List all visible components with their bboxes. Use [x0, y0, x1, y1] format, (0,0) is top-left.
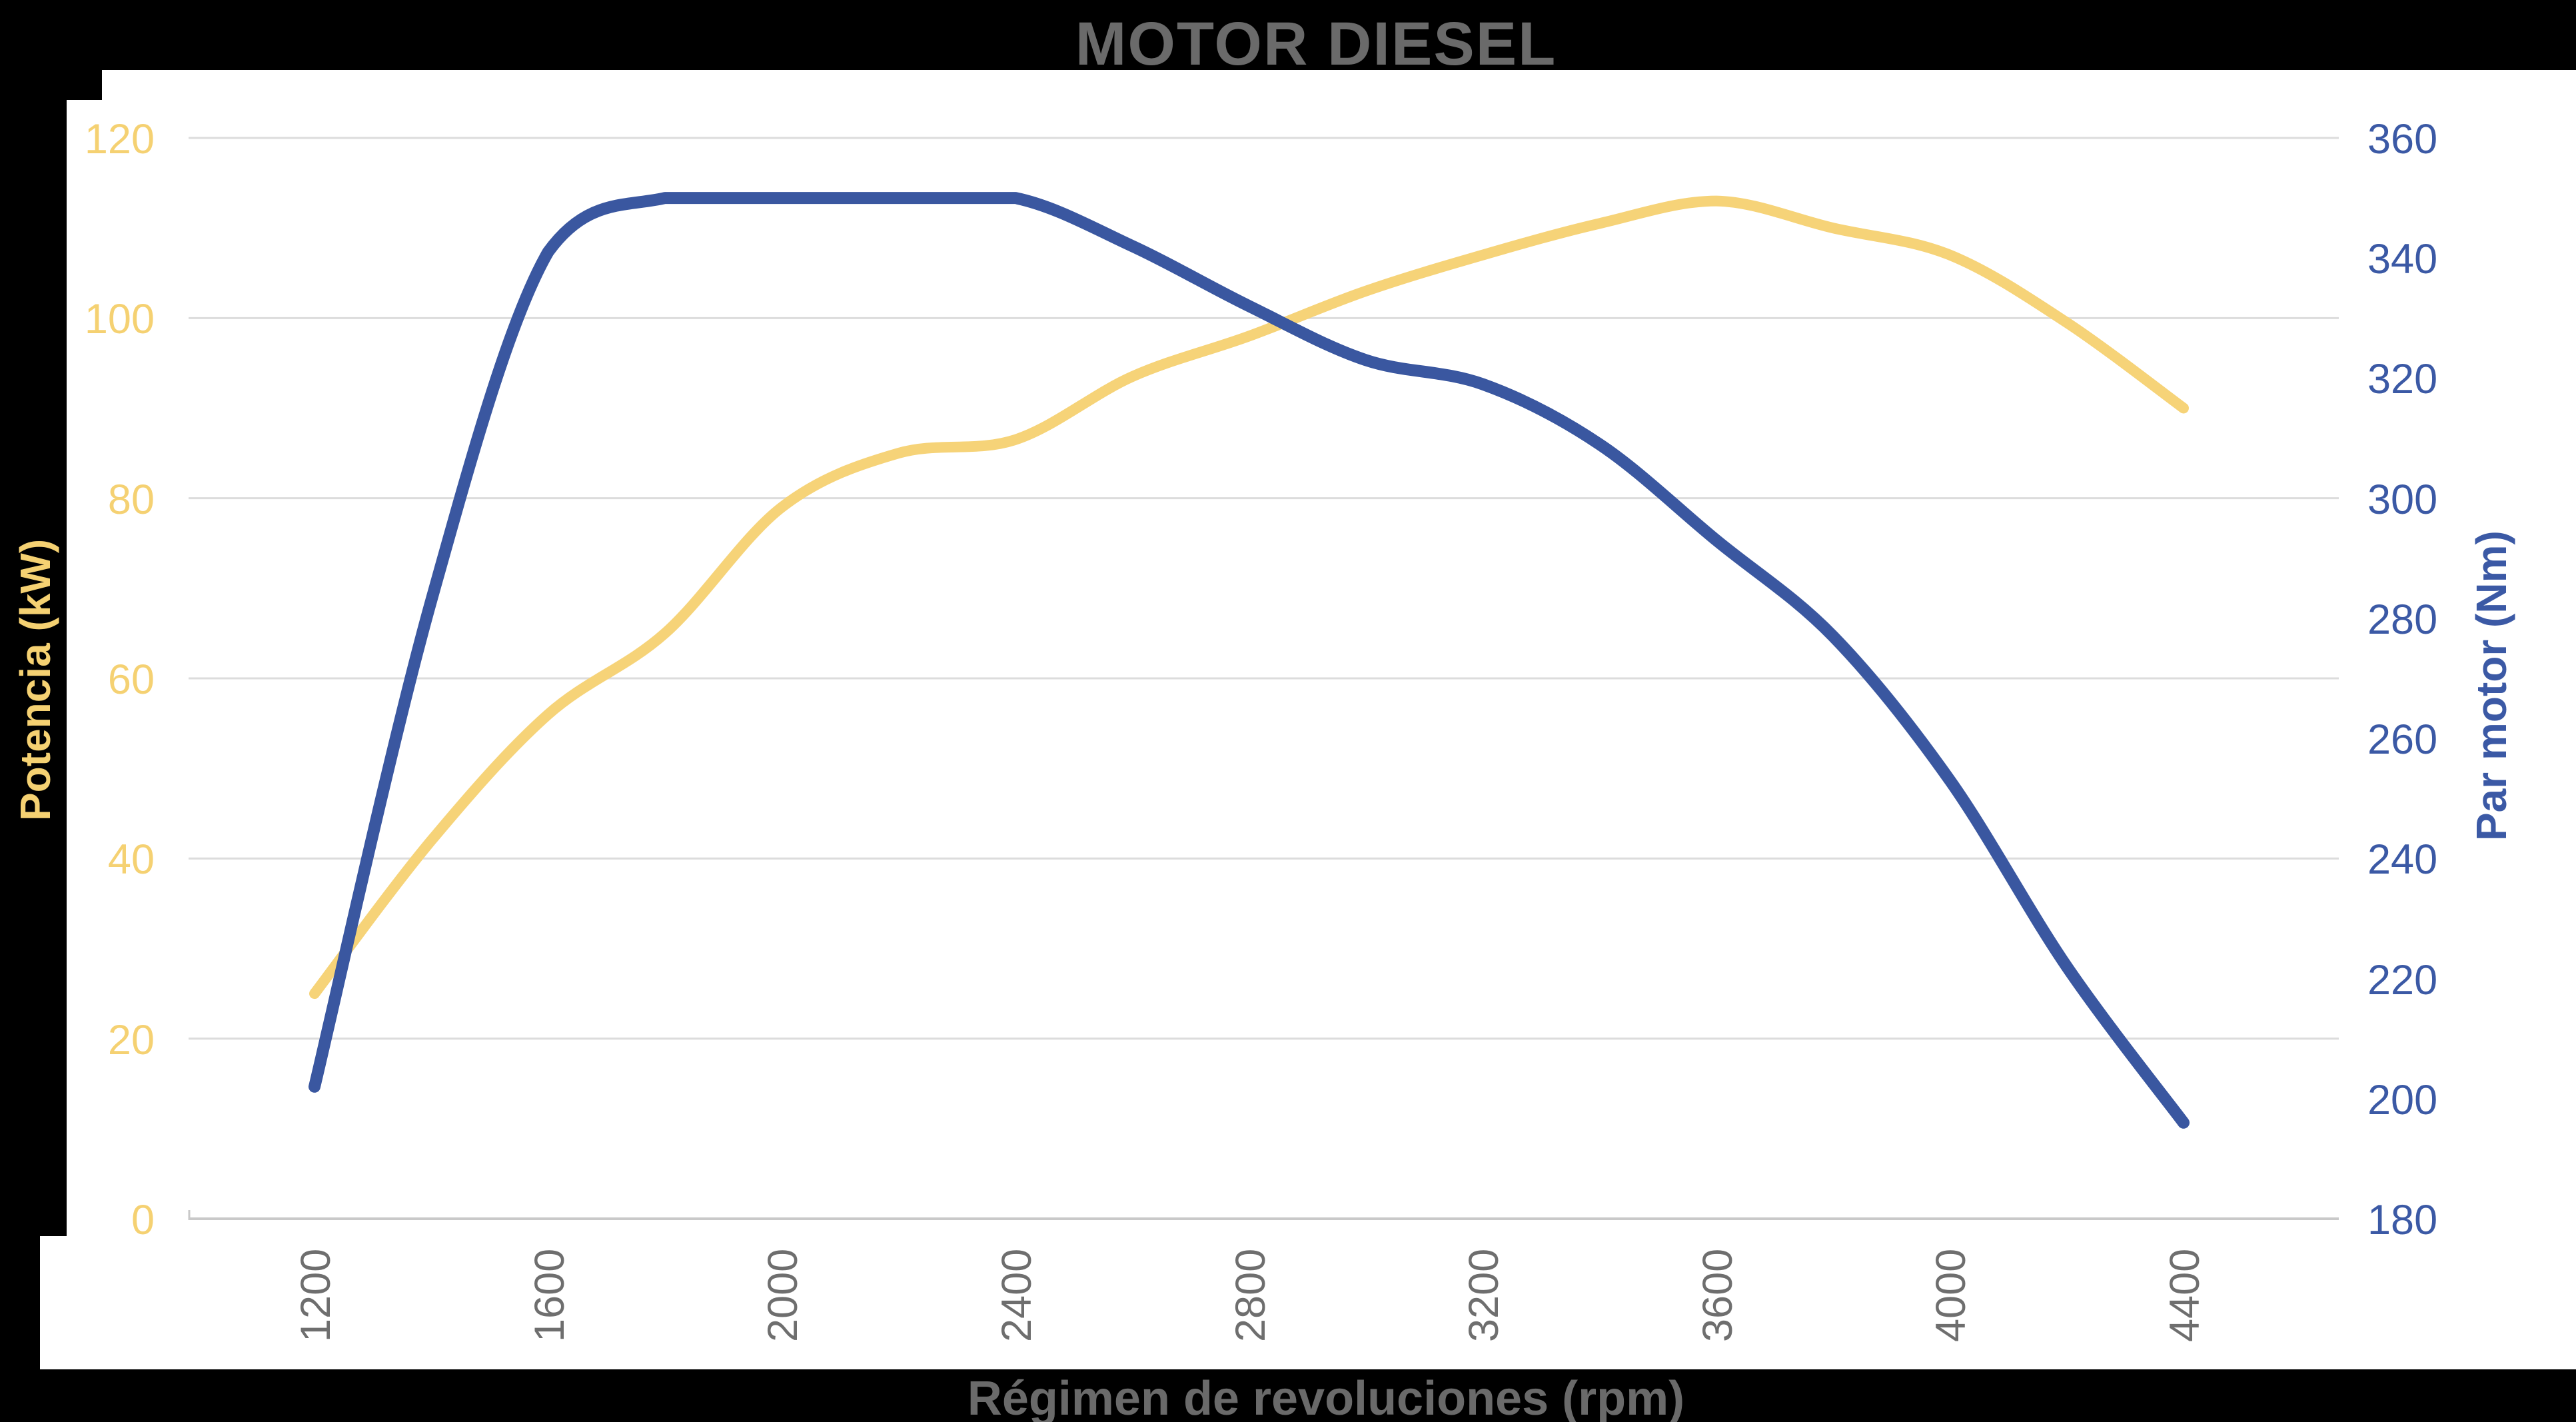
y-right-tick: 180 — [2367, 1197, 2438, 1243]
y-left-tick: 80 — [107, 476, 155, 523]
y-right-tick: 360 — [2367, 116, 2438, 163]
y-right-tick: 220 — [2367, 956, 2438, 1004]
panel-corner-notch — [67, 70, 102, 100]
power-curve — [309, 195, 2189, 1000]
y-right-tick: 340 — [2367, 236, 2438, 283]
y-left-tick: 60 — [107, 656, 155, 703]
y-left-tick: 0 — [131, 1197, 155, 1236]
y-left-tick: 120 — [84, 116, 155, 163]
y-right-tick: 240 — [2367, 836, 2438, 884]
torque-curve — [309, 192, 2190, 1129]
chart-plot-panel: 120 100 80 60 40 20 0 — [67, 70, 2576, 1236]
y-right-tick: 200 — [2367, 1076, 2438, 1123]
y-right-tick: 320 — [2367, 356, 2438, 403]
y-right-tick: 300 — [2367, 476, 2438, 523]
y-right-tick: 260 — [2367, 716, 2438, 764]
y-left-tick: 40 — [107, 836, 155, 884]
x-axis-title: Régimen de revoluciones (rpm) — [967, 1372, 1685, 1422]
y-left-tick: 100 — [84, 296, 155, 343]
y-left-tick: 20 — [107, 1016, 155, 1064]
x-label-strip — [40, 1236, 2576, 1369]
chart-title: MOTOR DIESEL — [1075, 10, 1557, 78]
y-right-tick: 280 — [2367, 596, 2438, 643]
